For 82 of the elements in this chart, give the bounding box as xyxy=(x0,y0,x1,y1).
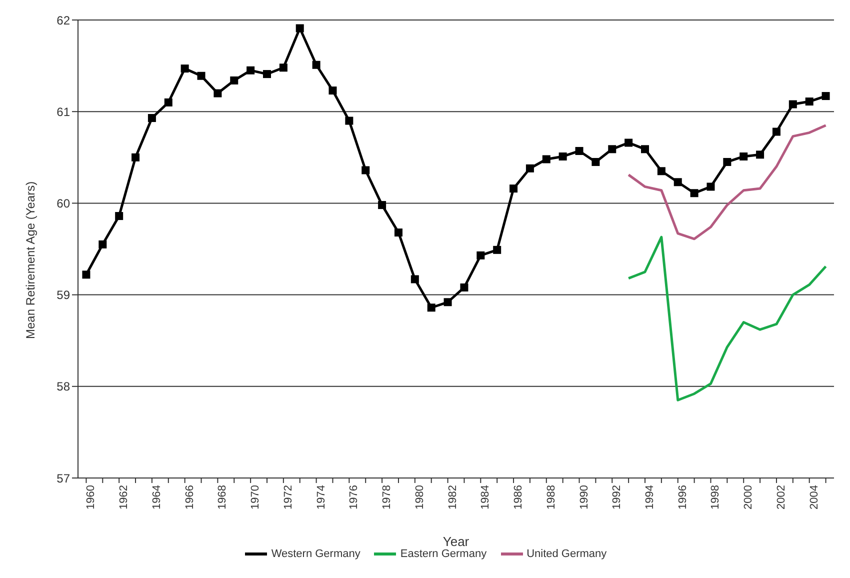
point xyxy=(690,189,698,198)
x-tick-label: 1996 xyxy=(676,485,689,510)
x-tick-label: 1994 xyxy=(644,485,656,510)
x-tick-label: 1966 xyxy=(184,485,196,510)
point xyxy=(740,152,748,160)
y-tick-label: 59 xyxy=(56,288,70,302)
point xyxy=(296,24,304,32)
point xyxy=(444,298,452,306)
point xyxy=(98,240,107,248)
point xyxy=(427,304,436,312)
point xyxy=(788,100,797,108)
x-tick-label: 2000 xyxy=(742,485,755,510)
point xyxy=(230,76,238,84)
x-tick-label: 1998 xyxy=(710,485,722,510)
point xyxy=(132,153,140,162)
line-series xyxy=(627,236,828,402)
point xyxy=(822,92,830,100)
point xyxy=(756,150,764,159)
point xyxy=(328,86,337,95)
point xyxy=(510,184,518,193)
point xyxy=(542,155,550,164)
point xyxy=(805,98,814,106)
x-tick-label: 1972 xyxy=(282,485,294,510)
y-tick-label: 58 xyxy=(56,380,70,394)
point xyxy=(82,270,90,279)
point xyxy=(394,228,402,237)
x-tick-label: 1986 xyxy=(512,485,525,510)
point xyxy=(362,166,370,174)
y-tick-label: 61 xyxy=(56,104,70,119)
point xyxy=(657,167,666,176)
point xyxy=(608,145,616,154)
point xyxy=(575,146,584,155)
point xyxy=(624,138,633,147)
x-axis-title: Year xyxy=(442,534,470,549)
point xyxy=(706,182,715,191)
legend-label: United Germany xyxy=(526,548,607,560)
point xyxy=(493,246,502,254)
x-tick-label: 1982 xyxy=(446,485,459,510)
y-tick-label: 57 xyxy=(56,471,70,486)
x-tick-label: 1964 xyxy=(150,485,163,510)
point xyxy=(345,116,354,125)
x-tick-label: 1960 xyxy=(85,485,98,510)
point xyxy=(263,70,271,78)
point xyxy=(148,114,156,122)
legend-label: Eastern Germany xyxy=(399,548,487,560)
point xyxy=(476,251,485,260)
x-tick-label: 1968 xyxy=(216,485,229,510)
point xyxy=(164,98,172,106)
y-tick-label: 62 xyxy=(56,13,70,28)
point xyxy=(592,158,600,166)
point xyxy=(378,201,386,210)
point xyxy=(180,64,189,73)
point xyxy=(641,145,649,154)
x-tick-label: 1978 xyxy=(381,485,394,510)
y-axis-title: Mean Retirement Age (Years) xyxy=(23,181,38,339)
x-tick-label: 2004 xyxy=(808,485,820,510)
x-tick-label: 1980 xyxy=(414,485,426,510)
x-tick-label: 1992 xyxy=(611,485,624,510)
x-tick-label: 2002 xyxy=(775,485,788,510)
x-tick-label: 1974 xyxy=(315,485,328,510)
point xyxy=(558,152,567,160)
point xyxy=(526,164,534,172)
point xyxy=(279,64,288,72)
x-tick-label: 1970 xyxy=(250,485,262,510)
point xyxy=(115,212,124,220)
point xyxy=(312,60,320,69)
x-tick-label: 1988 xyxy=(545,485,558,510)
x-tick-label: 1976 xyxy=(348,485,360,510)
legend-label: Western Germany xyxy=(270,548,360,560)
y-tick-label: 60 xyxy=(56,196,70,210)
point xyxy=(460,283,468,292)
x-tick-label: 1962 xyxy=(118,485,130,510)
point xyxy=(410,275,419,284)
point xyxy=(246,66,255,74)
point xyxy=(723,158,732,166)
point xyxy=(772,128,780,136)
point xyxy=(674,178,682,186)
x-tick-label: 1984 xyxy=(480,485,492,510)
x-tick-label: 1990 xyxy=(578,485,590,510)
point xyxy=(197,72,206,80)
line-series xyxy=(627,124,828,240)
point xyxy=(214,89,222,98)
